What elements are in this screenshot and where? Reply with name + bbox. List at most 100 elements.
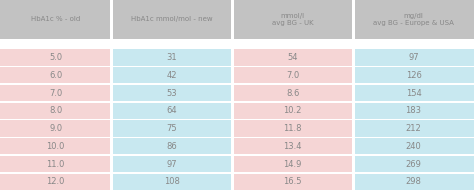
Text: 54: 54 [287, 53, 298, 62]
Bar [352, 49, 355, 66]
Bar [231, 156, 234, 172]
Text: 13.4: 13.4 [283, 142, 302, 151]
Text: 97: 97 [408, 53, 419, 62]
Bar [231, 120, 234, 137]
Bar [353, 49, 474, 66]
Bar [110, 85, 113, 101]
Bar [353, 138, 474, 154]
Bar [0, 66, 474, 67]
Bar [231, 174, 234, 190]
Bar [353, 85, 474, 101]
Bar [232, 138, 353, 154]
Text: 7.0: 7.0 [286, 71, 299, 80]
Bar [110, 120, 113, 137]
Bar [0, 49, 111, 66]
Bar [110, 0, 113, 39]
Text: HbA1c % - old: HbA1c % - old [31, 17, 80, 22]
Bar [111, 49, 232, 66]
Bar [111, 174, 232, 190]
Text: 298: 298 [406, 177, 421, 186]
Bar [0, 103, 111, 119]
Bar [353, 67, 474, 83]
Bar [110, 174, 113, 190]
Bar [110, 49, 113, 66]
Text: 10.2: 10.2 [283, 106, 302, 115]
Bar [353, 174, 474, 190]
Text: 11.0: 11.0 [46, 160, 65, 169]
Bar [232, 49, 353, 66]
Text: 240: 240 [406, 142, 421, 151]
Bar [352, 67, 355, 83]
Bar [352, 156, 355, 172]
Bar [111, 156, 232, 172]
Text: 10.0: 10.0 [46, 142, 65, 151]
Text: 53: 53 [166, 89, 177, 97]
Bar [231, 138, 234, 154]
Bar [111, 85, 232, 101]
Text: 12.0: 12.0 [46, 177, 65, 186]
Text: 9.0: 9.0 [49, 124, 62, 133]
Bar [0, 137, 474, 138]
Bar [232, 156, 353, 172]
Bar [0, 174, 111, 190]
Bar [352, 103, 355, 119]
Text: 16.5: 16.5 [283, 177, 302, 186]
Bar [232, 174, 353, 190]
Bar [231, 67, 234, 83]
Bar [231, 49, 234, 66]
Bar [111, 103, 232, 119]
Bar [110, 103, 113, 119]
Text: 212: 212 [406, 124, 421, 133]
Text: 14.9: 14.9 [283, 160, 302, 169]
Bar [0, 101, 474, 103]
Bar [352, 138, 355, 154]
Bar [353, 156, 474, 172]
Bar [110, 138, 113, 154]
Text: 97: 97 [166, 160, 177, 169]
Text: 6.0: 6.0 [49, 71, 62, 80]
Bar [110, 156, 113, 172]
Bar [232, 67, 353, 83]
Text: 8.0: 8.0 [49, 106, 62, 115]
Bar [352, 85, 355, 101]
Bar [0, 138, 111, 154]
Text: 5.0: 5.0 [49, 53, 62, 62]
Bar [0, 39, 474, 49]
Text: 75: 75 [166, 124, 177, 133]
Bar [0, 119, 474, 120]
Text: mmol/l
avg BG - UK: mmol/l avg BG - UK [272, 13, 313, 26]
Bar [231, 103, 234, 119]
Bar [0, 120, 111, 137]
Bar [0, 85, 111, 101]
Text: 8.6: 8.6 [286, 89, 300, 97]
Bar [231, 0, 234, 39]
Bar [232, 85, 353, 101]
Bar [352, 0, 355, 39]
Bar [352, 174, 355, 190]
Text: HbA1c mmol/mol - new: HbA1c mmol/mol - new [131, 17, 213, 22]
Bar [353, 120, 474, 137]
Text: 11.8: 11.8 [283, 124, 302, 133]
Bar [0, 154, 474, 156]
Bar [0, 67, 111, 83]
Bar [232, 120, 353, 137]
Bar [111, 67, 232, 83]
Text: 108: 108 [164, 177, 180, 186]
Bar [0, 83, 474, 85]
Text: 7.0: 7.0 [49, 89, 62, 97]
Bar [352, 120, 355, 137]
Text: 31: 31 [166, 53, 177, 62]
Text: 154: 154 [406, 89, 421, 97]
Bar [0, 172, 474, 174]
Bar [0, 156, 111, 172]
Bar [231, 85, 234, 101]
Text: 42: 42 [166, 71, 177, 80]
Text: mg/dl
avg BG - Europe & USA: mg/dl avg BG - Europe & USA [373, 13, 454, 26]
Bar [111, 138, 232, 154]
Text: 126: 126 [406, 71, 421, 80]
Bar [110, 67, 113, 83]
Bar [353, 103, 474, 119]
Text: 183: 183 [406, 106, 421, 115]
Bar [111, 120, 232, 137]
Bar [0, 0, 474, 39]
